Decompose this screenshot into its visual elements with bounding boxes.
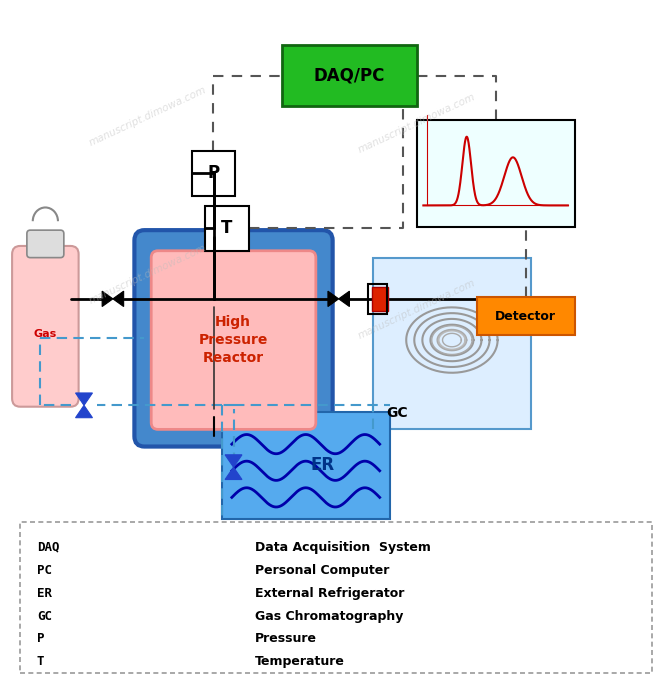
Text: manuscript.dimowa.com: manuscript.dimowa.com bbox=[87, 85, 208, 148]
Text: T: T bbox=[37, 655, 44, 668]
Polygon shape bbox=[75, 393, 93, 405]
Text: Pressure: Pressure bbox=[255, 633, 317, 645]
Text: GC: GC bbox=[37, 609, 52, 622]
FancyBboxPatch shape bbox=[27, 230, 64, 258]
Text: Temperature: Temperature bbox=[255, 655, 345, 668]
FancyBboxPatch shape bbox=[134, 230, 333, 447]
Text: P: P bbox=[37, 633, 44, 645]
Text: GC: GC bbox=[386, 407, 408, 420]
Polygon shape bbox=[328, 291, 339, 306]
FancyBboxPatch shape bbox=[372, 287, 388, 311]
Polygon shape bbox=[225, 455, 242, 467]
Polygon shape bbox=[339, 291, 349, 306]
Text: ER: ER bbox=[310, 456, 335, 474]
Polygon shape bbox=[102, 291, 113, 306]
Text: External Refrigerator: External Refrigerator bbox=[255, 587, 405, 600]
Polygon shape bbox=[113, 291, 124, 306]
Text: DAQ/PC: DAQ/PC bbox=[314, 67, 385, 85]
Text: Detector: Detector bbox=[495, 310, 556, 323]
Text: P: P bbox=[207, 164, 220, 183]
Polygon shape bbox=[75, 405, 93, 418]
Text: T: T bbox=[221, 219, 233, 238]
FancyBboxPatch shape bbox=[151, 251, 316, 429]
Text: Gas Chromatography: Gas Chromatography bbox=[255, 609, 404, 622]
Text: DAQ: DAQ bbox=[37, 541, 59, 554]
Text: High
Pressure
Reactor: High Pressure Reactor bbox=[198, 315, 268, 365]
FancyBboxPatch shape bbox=[20, 522, 652, 673]
FancyBboxPatch shape bbox=[477, 297, 575, 335]
Text: PC: PC bbox=[37, 564, 52, 576]
FancyBboxPatch shape bbox=[282, 45, 417, 106]
FancyBboxPatch shape bbox=[417, 120, 575, 227]
FancyBboxPatch shape bbox=[192, 151, 235, 196]
Text: Personal Computer: Personal Computer bbox=[255, 564, 390, 576]
FancyBboxPatch shape bbox=[205, 206, 249, 251]
Text: manuscript.dimowa.com: manuscript.dimowa.com bbox=[356, 92, 477, 155]
Text: manuscript.dimowa.com: manuscript.dimowa.com bbox=[87, 243, 208, 306]
Text: Data Acquisition  System: Data Acquisition System bbox=[255, 541, 431, 554]
Text: manuscript.dimowa.com: manuscript.dimowa.com bbox=[356, 278, 477, 341]
Text: Gas: Gas bbox=[34, 328, 57, 339]
Text: ER: ER bbox=[37, 587, 52, 600]
Polygon shape bbox=[225, 467, 242, 480]
FancyBboxPatch shape bbox=[373, 258, 531, 429]
FancyBboxPatch shape bbox=[12, 246, 79, 407]
FancyBboxPatch shape bbox=[222, 412, 390, 519]
